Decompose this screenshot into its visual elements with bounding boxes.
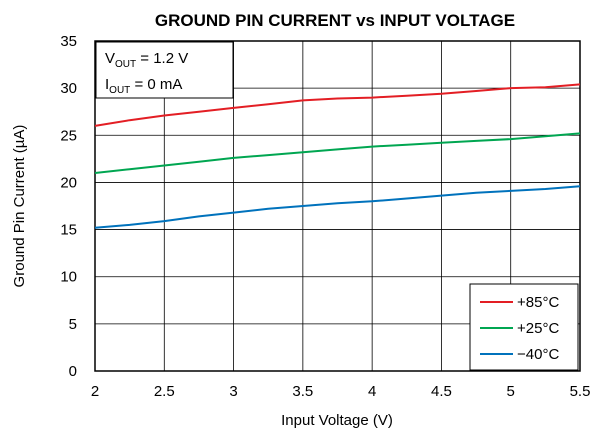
x-tick-labels: 2 2.5 3 3.5 4 4.5 5 5.5: [91, 383, 591, 400]
series-line-1: [94, 83, 581, 127]
annotation-vout: VOUT = 1.2 V: [105, 50, 188, 70]
legend-label: +85°C: [517, 294, 559, 311]
legend: +85°C +25°C −40°C: [469, 283, 579, 371]
plot-frame: [94, 40, 581, 372]
x-tick-label: 5: [507, 383, 515, 400]
series-line-3: [94, 185, 581, 229]
chart-title: GROUND PIN CURRENT vs INPUT VOLTAGE: [155, 11, 515, 30]
legend-label: +25°C: [517, 320, 559, 337]
y-tick-labels: 0 5 10 15 20 25 30 35: [60, 33, 77, 380]
series-lines: [94, 83, 581, 229]
x-tick-label: 3: [229, 383, 237, 400]
vout-subscript: OUT: [115, 59, 136, 70]
y-tick-label: 35: [60, 33, 77, 50]
legend-box: [469, 283, 579, 371]
vout-value: = 1.2 V: [136, 50, 188, 67]
x-tick-label: 2: [91, 383, 99, 400]
x-axis-label: Input Voltage (V): [281, 412, 393, 429]
grid: [94, 40, 581, 372]
y-tick-label: 25: [60, 127, 77, 144]
x-tick-label: 2.5: [154, 383, 175, 400]
y-tick-label: 10: [60, 269, 77, 286]
y-tick-label: 0: [69, 363, 77, 380]
y-tick-label: 15: [60, 222, 77, 239]
annotation-iout: IOUT = 0 mA: [105, 76, 182, 96]
y-tick-label: 30: [60, 80, 77, 97]
x-tick-label: 4: [368, 383, 376, 400]
iout-subscript: OUT: [109, 85, 130, 96]
series-line-2: [94, 132, 581, 174]
iout-symbol: I: [105, 76, 109, 93]
y-tick-label: 5: [69, 316, 77, 333]
annotation-box: [95, 41, 234, 99]
x-tick-label: 3.5: [292, 383, 313, 400]
y-tick-label: 20: [60, 174, 77, 191]
vout-symbol: V: [105, 50, 115, 67]
x-tick-label: 5.5: [570, 383, 591, 400]
iout-value: = 0 mA: [130, 76, 182, 93]
legend-label: −40°C: [517, 346, 559, 363]
x-tick-label: 4.5: [431, 383, 452, 400]
y-axis-label: Ground Pin Current (µA): [11, 125, 28, 288]
